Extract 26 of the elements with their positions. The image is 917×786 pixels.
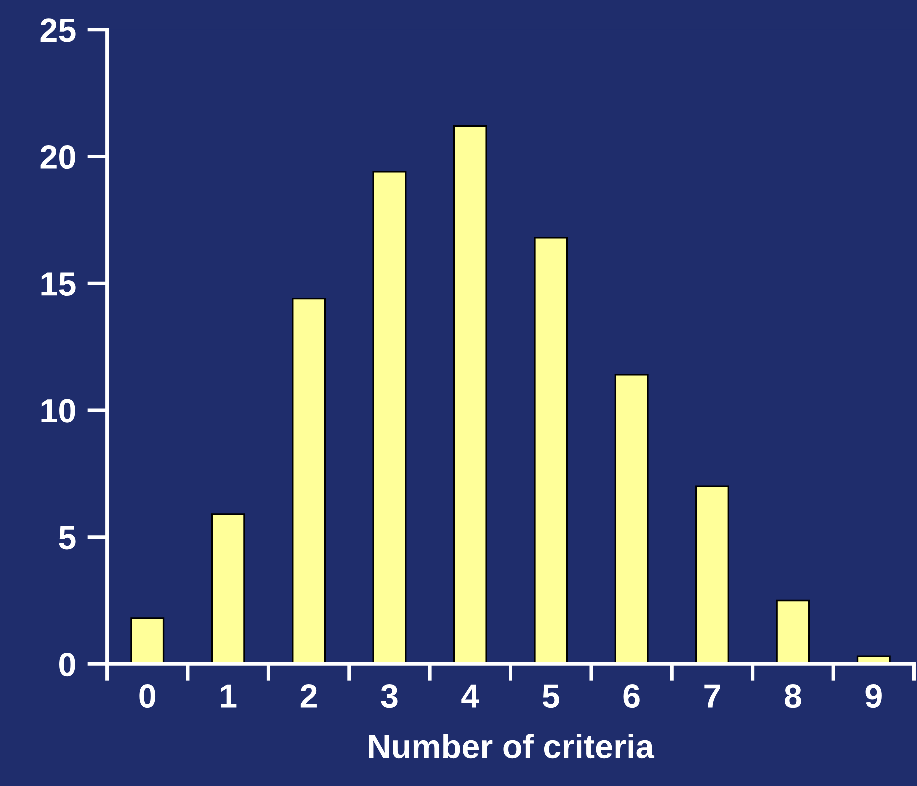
x-tick-label: 2 xyxy=(300,684,317,708)
bar xyxy=(211,514,246,664)
x-tick-label: 8 xyxy=(784,684,802,708)
bar xyxy=(776,600,810,664)
bar xyxy=(130,618,165,664)
bar xyxy=(614,374,649,664)
x-tick-label: 3 xyxy=(381,684,398,708)
bar xyxy=(696,486,730,664)
x-tick-label: 4 xyxy=(462,684,480,708)
bar xyxy=(453,125,488,664)
y-tick-label: 15 xyxy=(42,272,76,296)
x-tick-label: 0 xyxy=(140,684,156,708)
x-tick-label: 7 xyxy=(704,684,720,708)
x-axis-title: Number of criteria xyxy=(369,734,655,759)
x-tick-label: 9 xyxy=(866,684,882,708)
y-tick-label: 5 xyxy=(59,526,76,550)
y-tick-label: 25 xyxy=(40,18,76,42)
x-tick-label: 6 xyxy=(624,684,640,708)
x-tick-label: 5 xyxy=(542,684,560,708)
y-tick-label: 10 xyxy=(42,399,76,423)
x-tick-label: 1 xyxy=(221,684,237,708)
y-tick-label: 20 xyxy=(40,146,76,170)
y-tick-label: 0 xyxy=(60,652,76,677)
bar xyxy=(372,171,407,664)
bar xyxy=(292,298,326,664)
bar xyxy=(534,237,568,664)
